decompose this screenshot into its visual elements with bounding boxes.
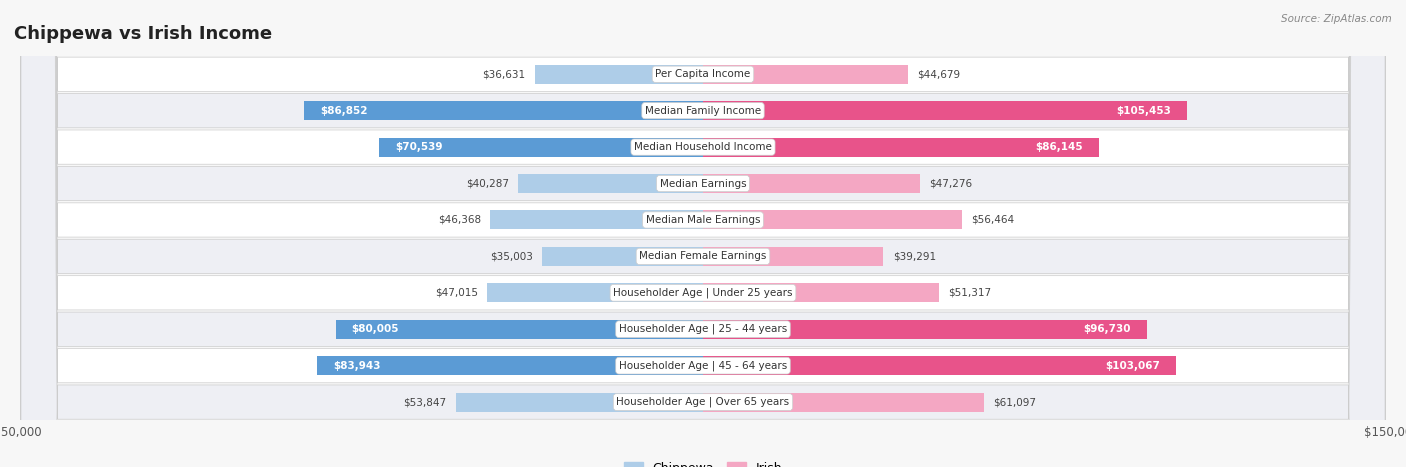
Text: Median Household Income: Median Household Income bbox=[634, 142, 772, 152]
Text: $105,453: $105,453 bbox=[1116, 106, 1171, 116]
Bar bbox=[703, 393, 984, 411]
Bar bbox=[543, 247, 703, 266]
Bar bbox=[703, 211, 962, 229]
FancyBboxPatch shape bbox=[21, 0, 1385, 467]
Text: Median Earnings: Median Earnings bbox=[659, 178, 747, 189]
Bar bbox=[380, 138, 703, 156]
FancyBboxPatch shape bbox=[21, 0, 1385, 467]
FancyBboxPatch shape bbox=[21, 0, 1385, 467]
Text: Chippewa vs Irish Income: Chippewa vs Irish Income bbox=[14, 25, 273, 43]
Bar bbox=[456, 393, 703, 411]
Text: Householder Age | Under 25 years: Householder Age | Under 25 years bbox=[613, 288, 793, 298]
Text: $47,276: $47,276 bbox=[929, 178, 973, 189]
FancyBboxPatch shape bbox=[21, 0, 1385, 467]
Text: Source: ZipAtlas.com: Source: ZipAtlas.com bbox=[1281, 14, 1392, 24]
Bar bbox=[336, 320, 703, 339]
Text: $83,943: $83,943 bbox=[333, 361, 381, 371]
Text: $40,287: $40,287 bbox=[465, 178, 509, 189]
Text: Householder Age | 45 - 64 years: Householder Age | 45 - 64 years bbox=[619, 361, 787, 371]
Bar bbox=[703, 283, 939, 302]
Text: $47,015: $47,015 bbox=[434, 288, 478, 298]
Text: $80,005: $80,005 bbox=[352, 324, 399, 334]
Bar bbox=[491, 211, 703, 229]
Bar bbox=[703, 65, 908, 84]
Text: $70,539: $70,539 bbox=[395, 142, 443, 152]
Text: $39,291: $39,291 bbox=[893, 251, 936, 262]
Text: $56,464: $56,464 bbox=[972, 215, 1015, 225]
Text: Median Family Income: Median Family Income bbox=[645, 106, 761, 116]
Text: Median Female Earnings: Median Female Earnings bbox=[640, 251, 766, 262]
Bar bbox=[703, 101, 1187, 120]
Text: $61,097: $61,097 bbox=[993, 397, 1036, 407]
Text: $103,067: $103,067 bbox=[1105, 361, 1160, 371]
FancyBboxPatch shape bbox=[21, 0, 1385, 467]
Text: $36,631: $36,631 bbox=[482, 69, 526, 79]
Text: $53,847: $53,847 bbox=[404, 397, 447, 407]
Legend: Chippewa, Irish: Chippewa, Irish bbox=[619, 457, 787, 467]
FancyBboxPatch shape bbox=[21, 0, 1385, 467]
Bar bbox=[304, 101, 703, 120]
FancyBboxPatch shape bbox=[21, 0, 1385, 467]
FancyBboxPatch shape bbox=[21, 0, 1385, 467]
Text: $51,317: $51,317 bbox=[948, 288, 991, 298]
Text: $35,003: $35,003 bbox=[491, 251, 533, 262]
Bar bbox=[703, 356, 1177, 375]
Bar bbox=[517, 174, 703, 193]
Text: $46,368: $46,368 bbox=[437, 215, 481, 225]
Text: $44,679: $44,679 bbox=[917, 69, 960, 79]
Bar bbox=[318, 356, 703, 375]
Text: $86,145: $86,145 bbox=[1035, 142, 1083, 152]
Text: Per Capita Income: Per Capita Income bbox=[655, 69, 751, 79]
Text: $96,730: $96,730 bbox=[1084, 324, 1132, 334]
Bar bbox=[703, 138, 1098, 156]
Bar bbox=[703, 174, 920, 193]
Text: Householder Age | Over 65 years: Householder Age | Over 65 years bbox=[616, 397, 790, 407]
Bar bbox=[486, 283, 703, 302]
Text: Householder Age | 25 - 44 years: Householder Age | 25 - 44 years bbox=[619, 324, 787, 334]
Bar bbox=[703, 320, 1147, 339]
Text: $86,852: $86,852 bbox=[321, 106, 368, 116]
Text: Median Male Earnings: Median Male Earnings bbox=[645, 215, 761, 225]
FancyBboxPatch shape bbox=[21, 0, 1385, 467]
Bar bbox=[534, 65, 703, 84]
FancyBboxPatch shape bbox=[21, 0, 1385, 467]
Bar bbox=[703, 247, 883, 266]
